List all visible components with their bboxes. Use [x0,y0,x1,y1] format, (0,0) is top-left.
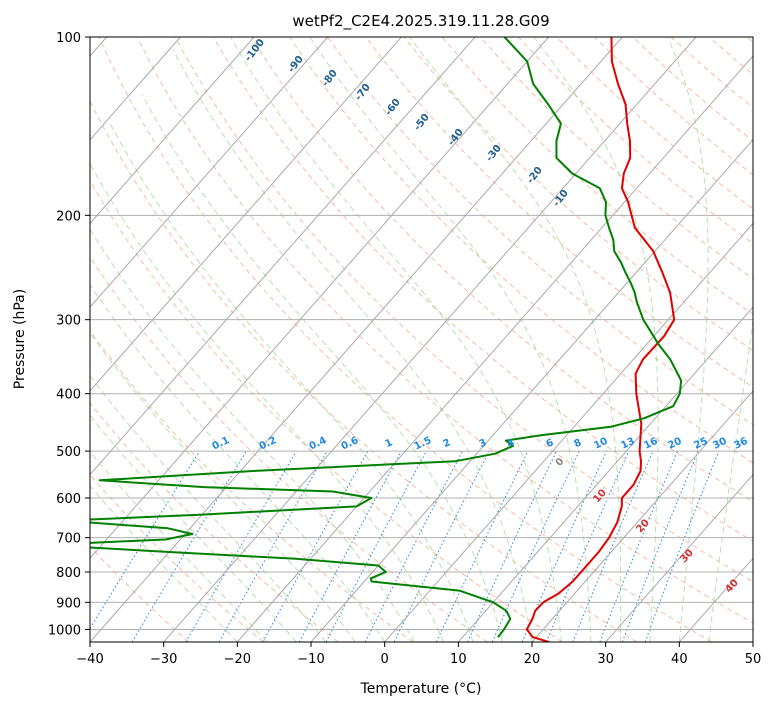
dry-adiabat-line [174,37,753,583]
dry-adiabat-line [90,474,264,642]
x-tick-label: 40 [671,652,688,667]
mixing-ratio-line [572,450,654,642]
plot-area [90,37,753,642]
x-tick-label: 50 [745,652,762,667]
mixing-ratio-label: 16 [642,436,659,452]
isotherm-line [531,390,753,642]
dry-adiabat-line [98,37,712,642]
x-tick-label: −40 [76,652,103,667]
mixing-ratio-label: 13 [619,436,636,452]
mixing-ratio-label: 25 [692,436,709,452]
y-tick-label: 300 [56,314,81,329]
moist-adiabat-line [90,485,238,642]
dry-adiabat-line [403,37,753,352]
mixing-ratio-line [364,450,463,642]
y-tick-label: 100 [56,31,81,46]
moist-adiabat-line [109,123,474,642]
x-tick-label: 10 [450,652,467,667]
mixing-ratio-line [262,450,369,642]
isotherm-line [90,37,255,225]
dry-adiabat-line [327,37,753,426]
mixing-ratio-label: 8 [572,437,583,450]
moist-adiabat-line [309,37,592,642]
mixing-ratio-label: 3 [477,437,488,450]
dry-adiabat-line [90,179,563,642]
mixing-ratio-line [218,450,328,642]
mixing-ratio-line [545,450,630,642]
dry-adiabat-line [136,37,753,624]
x-tick-label: 0 [381,652,389,667]
dry-adiabat-line [441,37,753,315]
isotherm-line [236,55,753,642]
isotherm-line [90,37,181,141]
mixing-ratio-label: 30 [711,436,728,452]
dry-adiabat-line [90,100,638,642]
y-tick-label: 800 [56,566,81,581]
y-tick-label: 900 [56,596,81,611]
mixing-ratio-line [298,450,402,642]
mixing-ratio-label: 2 [441,437,452,450]
dry-adiabat-line [212,37,753,542]
isotherm-line [90,37,623,642]
mixing-ratio-line [644,450,720,642]
mixing-ratio-line [621,450,699,642]
moist-adiabat-line [533,37,659,642]
moist-adiabat-line [409,37,622,642]
moist-adiabat-line [90,375,327,642]
mixing-ratio-line [521,450,608,642]
x-axis-label: Temperature (°C) [360,681,482,697]
mixing-ratio-label: 6 [544,437,555,450]
moist-adiabat-line [90,332,356,642]
data-series [90,37,683,642]
moist-adiabat-line [230,37,562,642]
mixing-ratio-label: 4 [505,437,516,450]
isotherm-line [90,37,476,476]
mixing-ratio-line [393,450,490,642]
dewpoint-profile-line [90,37,683,638]
plot-frame [89,36,754,643]
chart-title: wetPf2_C2E4.2025.319.11.28.G09 [292,12,549,31]
isotherm-line [457,306,753,642]
y-axis-label: Pressure (hPa) [12,289,28,389]
moist-adiabat-line [90,283,386,642]
y-tick-label: 200 [56,209,81,224]
isotherm-line [90,37,329,308]
isotherm-line [90,37,402,392]
moist-adiabat-line [708,317,753,642]
isotherm-line [384,222,753,642]
isotherm-line [163,37,697,642]
mixing-ratio-label: 10 [592,436,609,452]
y-tick-label: 500 [56,445,81,460]
mixing-ratio-line [599,450,679,642]
x-tick-label: −20 [224,652,251,667]
dry-adiabat-line [90,256,488,642]
x-tick-label: 20 [524,652,541,667]
moist-adiabat-line [90,228,415,642]
axis-ticks: −40 −30 −20 −10 0 10 20 30 40 50 100 200 300 400 500 60… [48,31,761,667]
mixing-ratio-label: 20 [666,436,683,452]
dry-adiabat-line [289,37,753,464]
isotherm-line [605,473,753,642]
mixing-ratio-label: 1 [383,437,394,450]
moist-adiabat-line [667,37,709,642]
isotherm-line [310,138,753,642]
y-tick-label: 600 [56,492,81,507]
temperature-profile-line [525,37,676,642]
mixing-ratio-label: 36 [732,436,749,452]
y-tick-label: 400 [56,388,81,403]
moist-adiabat-line [172,49,533,642]
y-tick-label: 700 [56,532,81,547]
mixing-ratio-line [90,450,200,630]
x-tick-label: −10 [297,652,324,667]
y-tick-label: 1000 [48,623,81,638]
x-tick-label: −30 [150,652,177,667]
isotherm-line [752,641,753,642]
x-tick-label: 30 [597,652,614,667]
dry-adiabat-line [90,402,339,642]
